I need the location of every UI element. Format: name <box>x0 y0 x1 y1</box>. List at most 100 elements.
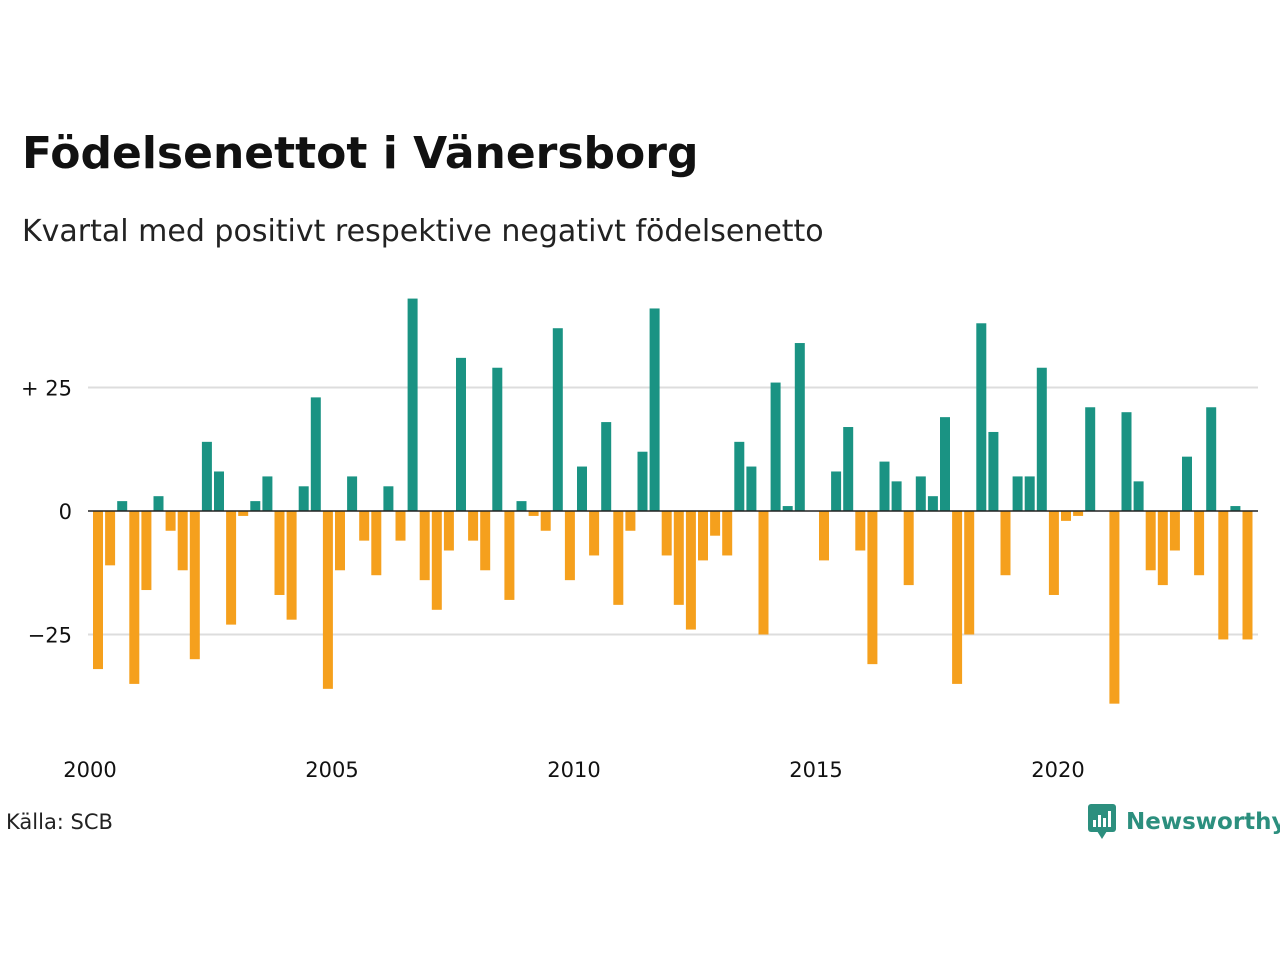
bar <box>383 486 394 511</box>
bar <box>685 511 696 630</box>
bar <box>879 461 890 511</box>
bar <box>226 511 237 625</box>
bar <box>1242 511 1253 640</box>
bar <box>673 511 684 605</box>
bar <box>843 427 854 511</box>
bar <box>1085 407 1096 511</box>
bar <box>831 471 842 511</box>
bar <box>274 511 285 595</box>
bar <box>480 511 491 571</box>
bar <box>371 511 382 576</box>
chart-speech-bubble-icon <box>1088 804 1116 839</box>
brand-logo: Newsworthy <box>1088 802 1280 842</box>
bar <box>468 511 479 541</box>
bars <box>93 298 1253 704</box>
axes: + 25 0 −25 2000 2005 2010 2015 2020 <box>21 377 1258 782</box>
bar <box>758 511 769 635</box>
source-note: Källa: SCB <box>6 810 113 834</box>
bar <box>141 511 152 591</box>
bar <box>516 501 527 511</box>
bar <box>649 308 660 511</box>
bar <box>770 382 781 511</box>
bar <box>286 511 297 620</box>
bar <box>359 511 370 541</box>
chart-subtitle: Kvartal med positivt respektive negativt… <box>22 214 824 249</box>
bar <box>1182 456 1192 511</box>
bar <box>456 357 466 511</box>
bar <box>952 511 963 684</box>
bar <box>504 511 515 600</box>
bar <box>214 471 224 511</box>
bar <box>335 511 345 571</box>
bar <box>250 501 261 511</box>
bar <box>1000 511 1011 576</box>
bar <box>1145 511 1156 571</box>
bar <box>443 511 454 551</box>
bar <box>1133 481 1144 511</box>
bar <box>322 511 333 689</box>
bar <box>1230 506 1241 511</box>
bar <box>722 511 733 556</box>
bar <box>189 511 200 660</box>
bar <box>988 431 999 511</box>
bar <box>746 466 757 511</box>
bar <box>927 496 938 511</box>
bar <box>976 323 987 511</box>
bar <box>661 511 672 556</box>
bar <box>201 441 212 511</box>
brand-name: Newsworthy <box>1126 809 1280 835</box>
bar <box>552 328 563 511</box>
y-tick-label: −25 <box>28 624 72 648</box>
bar <box>395 511 406 541</box>
bar <box>419 511 430 581</box>
x-tick-label: 2000 <box>63 758 116 782</box>
bar <box>117 501 128 511</box>
bar <box>794 343 805 511</box>
bar <box>165 511 176 531</box>
bar <box>1169 511 1180 551</box>
bar <box>698 511 708 561</box>
bar <box>1073 511 1084 516</box>
bar <box>540 511 551 531</box>
bar <box>238 511 249 516</box>
bar <box>613 511 624 605</box>
bar <box>1206 407 1217 511</box>
bar <box>819 511 829 561</box>
bar <box>601 422 612 511</box>
bar <box>782 506 793 511</box>
bar <box>1036 367 1047 511</box>
bar <box>637 451 648 511</box>
x-tick-label: 2015 <box>789 758 842 782</box>
bar <box>431 511 442 610</box>
bar <box>1218 511 1229 640</box>
bar <box>1061 511 1071 521</box>
bar <box>310 397 321 511</box>
bar <box>347 476 358 511</box>
x-tick-label: 2020 <box>1031 758 1084 782</box>
bar <box>262 476 273 511</box>
bar <box>915 476 926 511</box>
bar <box>1048 511 1059 595</box>
bar <box>564 511 575 581</box>
bar <box>867 511 878 665</box>
bar <box>891 481 902 511</box>
bar <box>1012 476 1023 511</box>
bar <box>492 367 503 511</box>
bar <box>855 511 866 551</box>
y-tick-label: 0 <box>59 500 72 524</box>
bar <box>577 466 587 511</box>
bar <box>1157 511 1168 586</box>
bar <box>903 511 914 586</box>
bar <box>964 511 975 635</box>
bar <box>710 511 721 536</box>
bar <box>407 298 418 511</box>
bar <box>940 417 950 511</box>
bar <box>1024 476 1035 511</box>
x-tick-label: 2005 <box>305 758 358 782</box>
x-tick-label: 2010 <box>547 758 600 782</box>
bar <box>734 441 745 511</box>
grid-lines <box>88 386 1258 636</box>
bar <box>177 511 188 571</box>
